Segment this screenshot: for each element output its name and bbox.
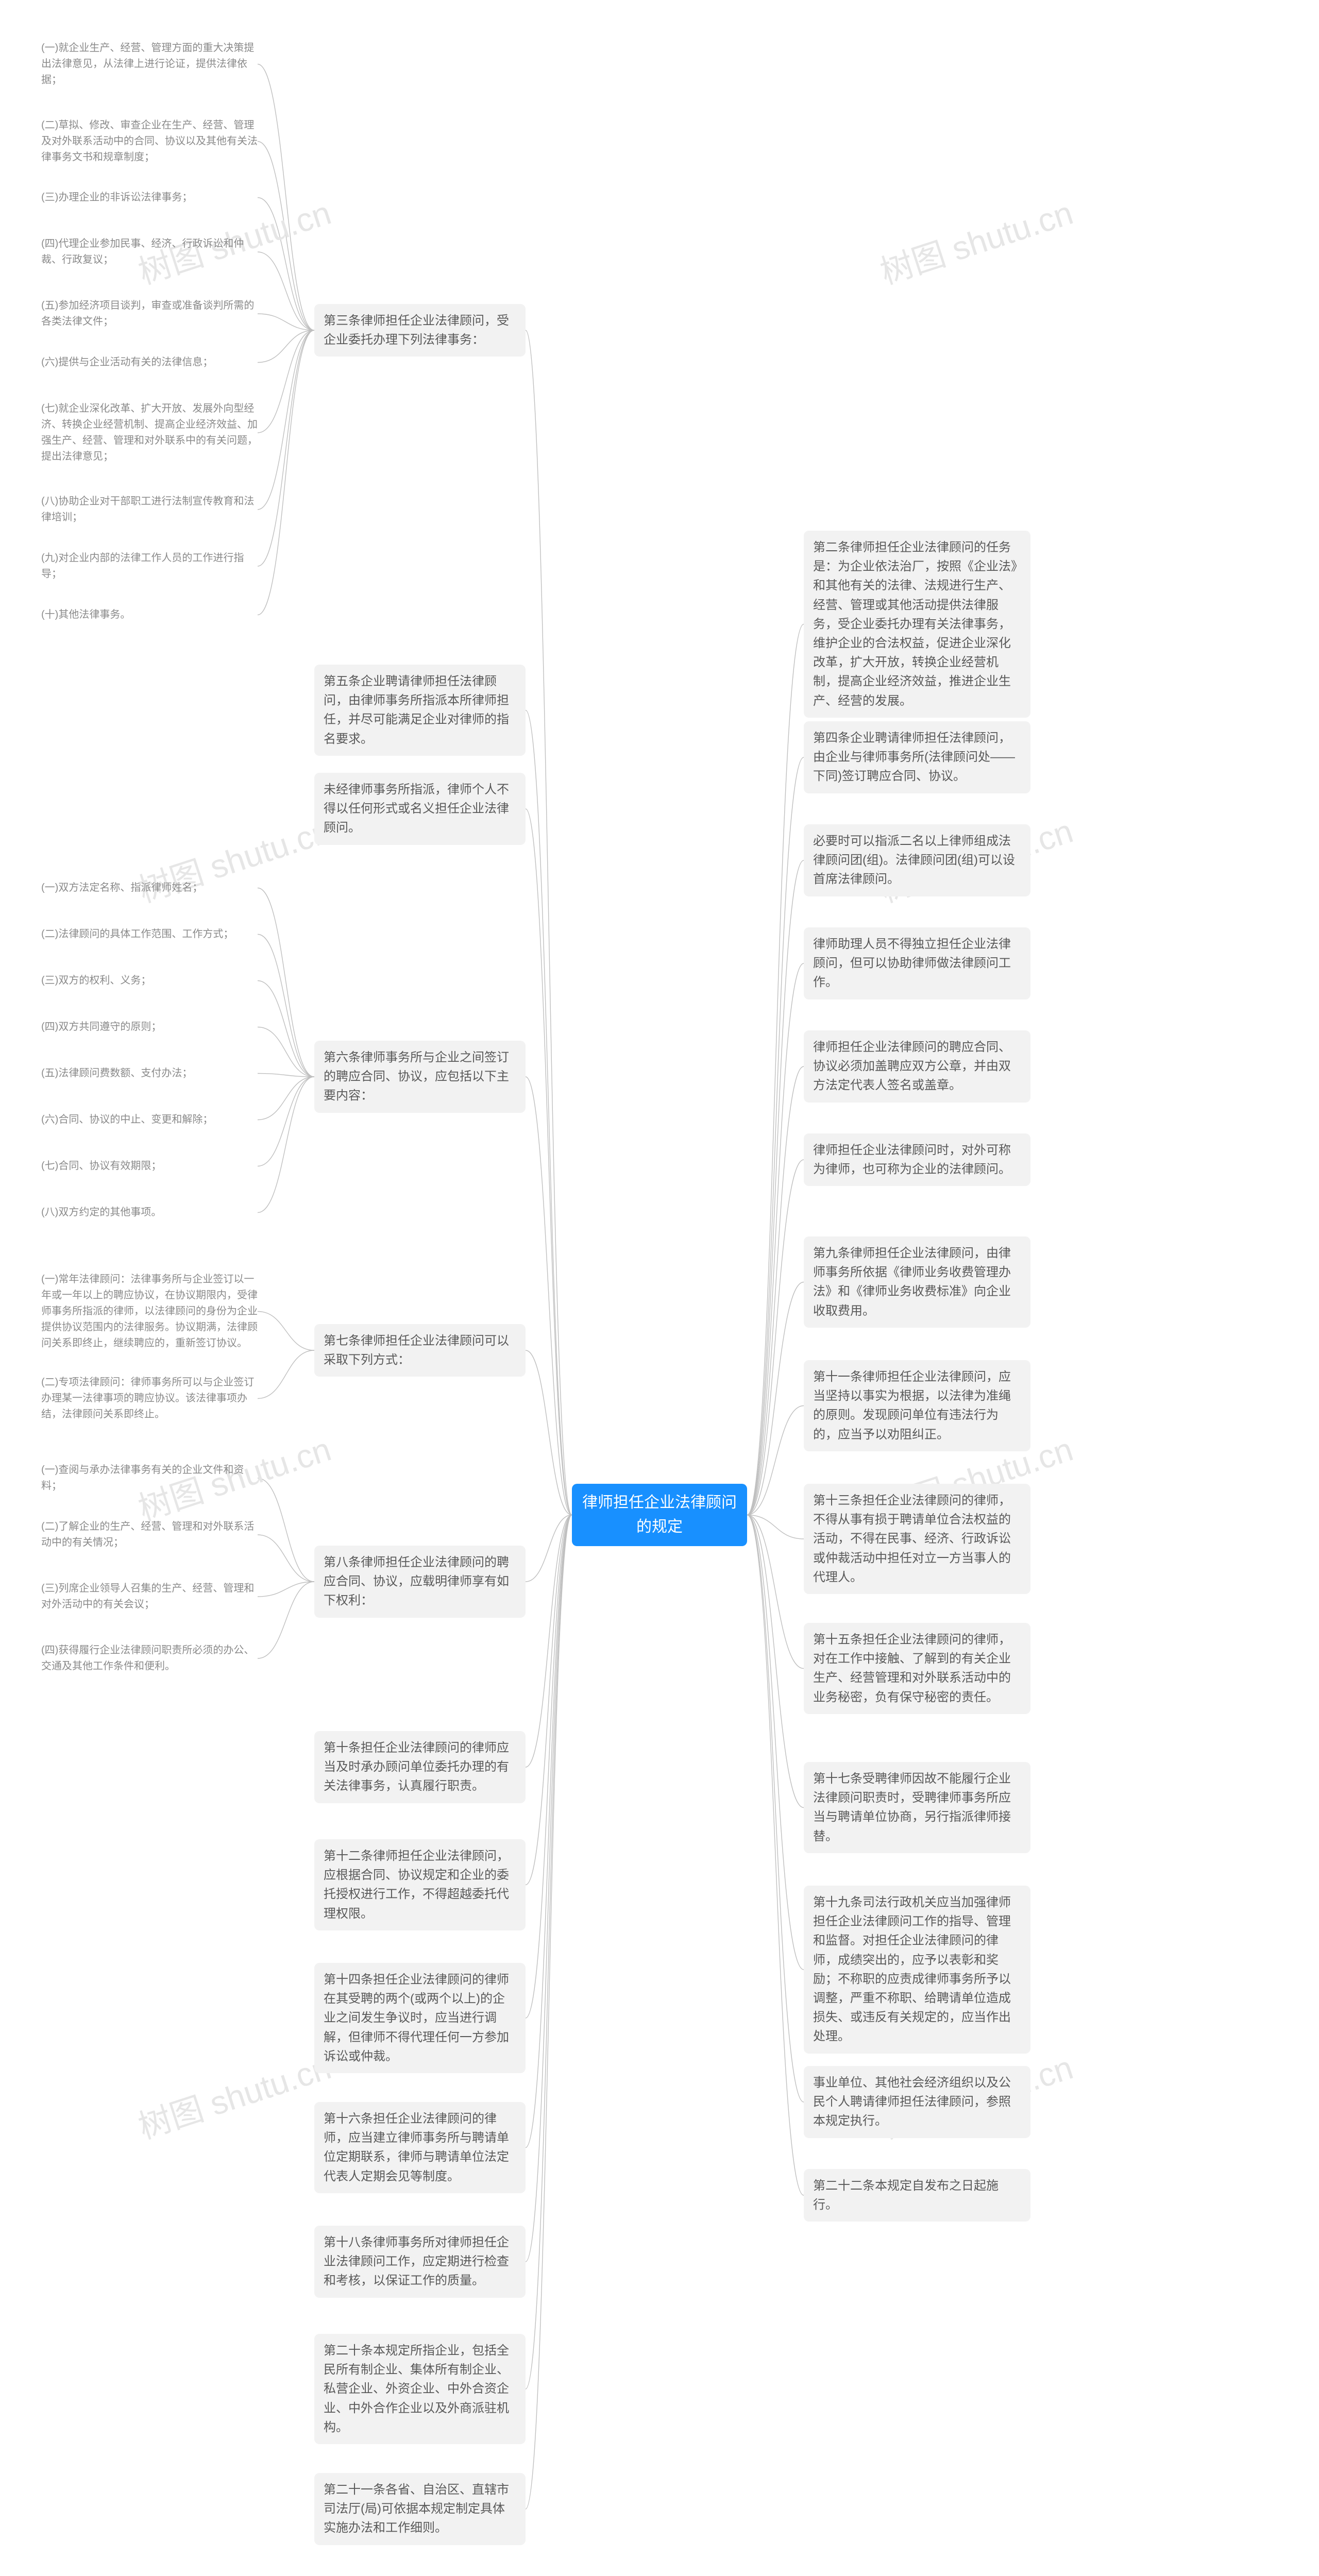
leaf-0-8: (九)对企业内部的法律工作人员的工作进行指导； <box>41 546 258 586</box>
leaf-5-0: (一)查阅与承办法律事务有关的企业文件和资料； <box>41 1458 258 1498</box>
leaf-3-5: (六)合同、协议的中止、变更和解除； <box>41 1108 258 1132</box>
right-node-0: 第二条律师担任企业法律顾问的任务是：为企业依法治厂，按照《企业法》和其他有关的法… <box>804 531 1030 718</box>
right-node-9: 第十五条担任企业法律顾问的律师，对在工作中接触、了解到的有关企业生产、经营管理和… <box>804 1623 1030 1714</box>
left-node-12: 第二十一条各省、自治区、直辖市司法厅(局)可依据本规定制定具体实施办法和工作细则… <box>314 2473 526 2545</box>
leaf-0-1: (二)草拟、修改、审查企业在生产、经营、管理及对外联系活动中的合同、协议以及其他… <box>41 113 258 170</box>
leaf-3-0: (一)双方法定名称、指派律师姓名； <box>41 876 258 900</box>
leaf-0-5: (六)提供与企业活动有关的法律信息； <box>41 350 258 375</box>
left-node-10: 第十八条律师事务所对律师担任企业法律顾问工作，应定期进行检查和考核，以保证工作的… <box>314 2226 526 2298</box>
leaf-0-4: (五)参加经济项目谈判，审查或准备谈判所需的各类法律文件； <box>41 294 258 334</box>
left-node-9: 第十六条担任企业法律顾问的律师，应当建立律师事务所与聘请单位定期联系，律师与聘请… <box>314 2102 526 2193</box>
watermark: 树图 shutu.cn <box>131 2041 336 2148</box>
leaf-5-2: (三)列席企业领导人召集的生产、经营、管理和对外活动中的有关会议； <box>41 1577 258 1617</box>
left-node-1: 第五条企业聘请律师担任法律顾问，由律师事务所指派本所律师担任，并尽可能满足企业对… <box>314 665 526 756</box>
right-node-7: 第十一条律师担任企业法律顾问，应当坚持以事实为根据，以法律为准绳的原则。发现顾问… <box>804 1360 1030 1451</box>
left-node-5: 第八条律师担任企业法律顾问的聘应合同、协议，应载明律师享有如下权利： <box>314 1546 526 1618</box>
leaf-0-0: (一)就企业生产、经营、管理方面的重大决策提出法律意见，从法律上进行论证，提供法… <box>41 36 258 92</box>
right-node-4: 律师担任企业法律顾问的聘应合同、协议必须加盖聘应双方公章，并由双方法定代表人签名… <box>804 1030 1030 1103</box>
leaf-3-3: (四)双方共同遵守的原则； <box>41 1015 258 1039</box>
watermark: 树图 shutu.cn <box>873 187 1078 293</box>
right-node-2: 必要时可以指派二名以上律师组成法律顾问团(组)。法律顾问团(组)可以设首席法律顾… <box>804 824 1030 896</box>
right-node-1: 第四条企业聘请律师担任法律顾问，由企业与律师事务所(法律顾问处——下同)签订聘应… <box>804 721 1030 793</box>
leaf-0-7: (八)协助企业对干部职工进行法制宣传教育和法律培训； <box>41 489 258 530</box>
left-node-6: 第十条担任企业法律顾问的律师应当及时承办顾问单位委托办理的有关法律事务，认真履行… <box>314 1731 526 1803</box>
left-node-11: 第二十条本规定所指企业，包括全民所有制企业、集体所有制企业、私营企业、外资企业、… <box>314 2334 526 2444</box>
root-node: 律师担任企业法律顾问的规定 <box>572 1484 747 1546</box>
right-node-11: 第十九条司法行政机关应当加强律师担任企业法律顾问工作的指导、管理和监督。对担任企… <box>804 1886 1030 2054</box>
left-node-7: 第十二条律师担任企业法律顾问，应根据合同、协议规定和企业的委托授权进行工作，不得… <box>314 1839 526 1930</box>
left-node-4: 第七条律师担任企业法律顾问可以采取下列方式： <box>314 1324 526 1377</box>
leaf-0-2: (三)办理企业的非诉讼法律事务； <box>41 185 258 210</box>
left-node-3: 第六条律师事务所与企业之间签订的聘应合同、协议，应包括以下主要内容： <box>314 1041 526 1113</box>
right-node-5: 律师担任企业法律顾问时，对外可称为律师，也可称为企业的法律顾问。 <box>804 1133 1030 1186</box>
right-node-10: 第十七条受聘律师因故不能履行企业法律顾问职责时，受聘律师事务所应当与聘请单位协商… <box>804 1762 1030 1853</box>
right-node-8: 第十三条担任企业法律顾问的律师，不得从事有损于聘请单位合法权益的活动，不得在民事… <box>804 1484 1030 1594</box>
leaf-3-2: (三)双方的权利、义务； <box>41 969 258 993</box>
leaf-5-1: (二)了解企业的生产、经营、管理和对外联系活动中的有关情况； <box>41 1515 258 1555</box>
leaf-0-3: (四)代理企业参加民事、经济、行政诉讼和仲裁、行政复议； <box>41 232 258 272</box>
leaf-3-4: (五)法律顾问费数额、支付办法； <box>41 1061 258 1086</box>
right-node-3: 律师助理人员不得独立担任企业法律顾问，但可以协助律师做法律顾问工作。 <box>804 927 1030 999</box>
right-node-12: 事业单位、其他社会经济组织以及公民个人聘请律师担任法律顾问，参照本规定执行。 <box>804 2066 1030 2138</box>
leaf-5-3: (四)获得履行企业法律顾问职责所必须的办公、交通及其他工作条件和便利。 <box>41 1638 258 1679</box>
leaf-3-1: (二)法律顾问的具体工作范围、工作方式； <box>41 922 258 946</box>
leaf-4-1: (二)专项法律顾问：律师事务所可以与企业签订办理某一法律事项的聘应协议。该法律事… <box>41 1370 258 1427</box>
mindmap-canvas: 树图 shutu.cn树图 shutu.cn树图 shutu.cn树图 shut… <box>0 0 1319 2576</box>
leaf-0-6: (七)就企业深化改革、扩大开放、发展外向型经济、转换企业经营机制、提高企业经济效… <box>41 397 258 469</box>
left-node-8: 第十四条担任企业法律顾问的律师在其受聘的两个(或两个以上)的企业之间发生争议时，… <box>314 1963 526 2073</box>
right-node-13: 第二十二条本规定自发布之日起施行。 <box>804 2169 1030 2222</box>
leaf-4-0: (一)常年法律顾问：法律事务所与企业签订以一年或一年以上的聘应协议，在协议期限内… <box>41 1267 258 1355</box>
leaf-3-7: (八)双方约定的其他事项。 <box>41 1200 258 1225</box>
leaf-0-9: (十)其他法律事务。 <box>41 603 258 627</box>
left-node-0: 第三条律师担任企业法律顾问，受企业委托办理下列法律事务： <box>314 304 526 357</box>
right-node-6: 第九条律师担任企业法律顾问，由律师事务所依据《律师业务收费管理办法》和《律师业务… <box>804 1236 1030 1328</box>
leaf-3-6: (七)合同、协议有效期限； <box>41 1154 258 1178</box>
left-node-2: 未经律师事务所指派，律师个人不得以任何形式或名义担任企业法律顾问。 <box>314 773 526 845</box>
